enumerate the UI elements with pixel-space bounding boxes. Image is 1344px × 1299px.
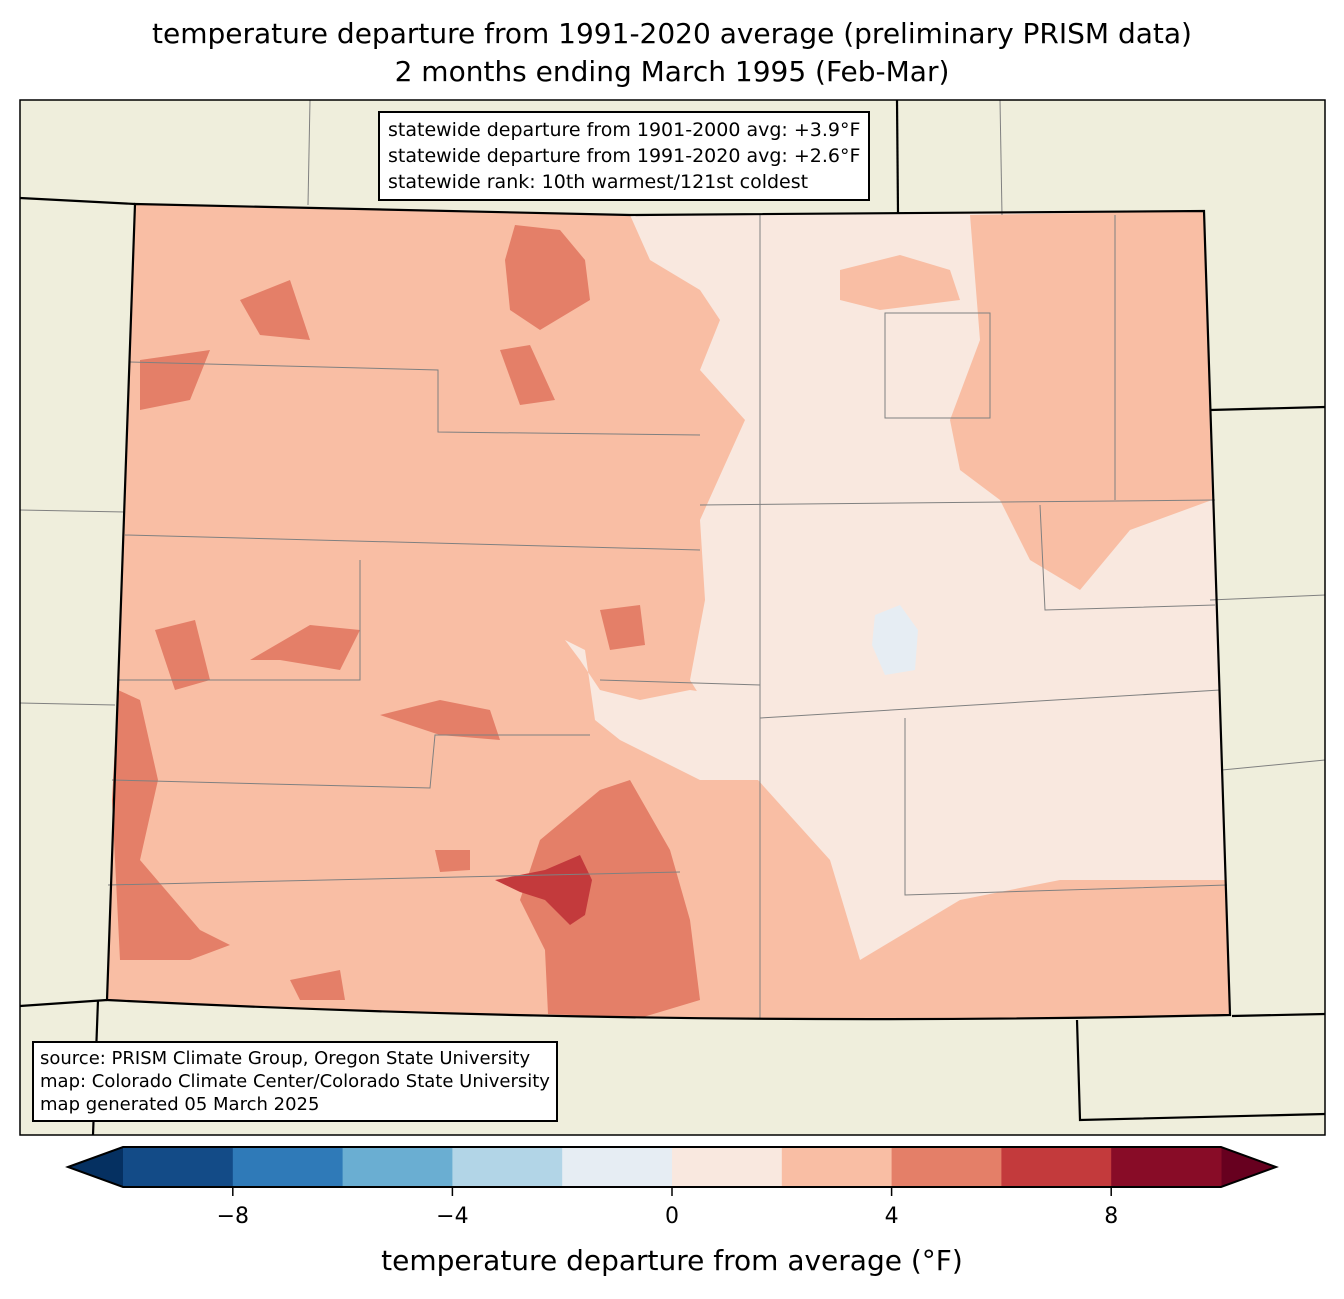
state-boundaries: [19, 99, 1326, 1136]
colorbar-segment: [672, 1147, 783, 1187]
colorbar-outline: [65, 1146, 1279, 1188]
colorbar-segment: [891, 1147, 1002, 1187]
generated-date-line: map generated 05 March 2025: [40, 1094, 320, 1115]
region-departure-4-6: [112, 225, 700, 1018]
stats-departure-1901-2000: statewide departure from 1901-2000 avg: …: [388, 119, 861, 141]
colorbar-segment: [562, 1147, 673, 1187]
colorbar-tick-label: −8: [216, 1204, 250, 1229]
colorbar-tick-label: 4: [884, 1204, 899, 1229]
region-departure-neg-2-0: [872, 605, 918, 675]
map-credit-line: map: Colorado Climate Center/Colorado St…: [40, 1071, 550, 1092]
map-subtitle: 2 months ending March 1995 (Feb-Mar): [394, 55, 950, 88]
colorbar-extend-over: [1221, 1147, 1276, 1187]
region-departure-0-2-southcentral: [565, 640, 760, 780]
colorbar-tick-label: 0: [665, 1204, 679, 1229]
region-departure-2-4-northeast: [950, 211, 1212, 590]
region-departure-2-4-northcentral: [840, 255, 960, 310]
colorbar-extend-under: [68, 1147, 123, 1187]
colorbar-segment: [1001, 1147, 1112, 1187]
county-boundaries: [19, 99, 1326, 1018]
colorbar-tick-label: 8: [1104, 1204, 1119, 1229]
statewide-stats-box: statewide departure from 1901-2000 avg: …: [378, 111, 871, 201]
colorbar-segment: [452, 1147, 563, 1187]
region-departure-6-8: [495, 855, 592, 925]
stats-departure-1991-2020: statewide departure from 1991-2020 avg: …: [388, 145, 861, 167]
region-departure-2-4-west: [107, 204, 1230, 1020]
map-frame: [19, 99, 1326, 1136]
colorbar-segment: [232, 1147, 344, 1187]
map-title: temperature departure from 1991-2020 ave…: [152, 17, 1192, 50]
colorbar: [65, 1146, 1279, 1196]
colorbar-label: temperature departure from average (°F): [381, 1244, 963, 1277]
stats-rank: statewide rank: 10th warmest/121st colde…: [388, 171, 809, 193]
colorbar-segment: [342, 1147, 453, 1187]
source-line: source: PRISM Climate Group, Oregon Stat…: [40, 1048, 531, 1069]
colorbar-segment: [781, 1147, 893, 1187]
source-box: source: PRISM Climate Group, Oregon Stat…: [32, 1041, 558, 1122]
colorbar-segment: [1111, 1147, 1222, 1187]
colorbar-segment: [123, 1147, 234, 1187]
colorbar-tick-label: −4: [436, 1204, 469, 1229]
